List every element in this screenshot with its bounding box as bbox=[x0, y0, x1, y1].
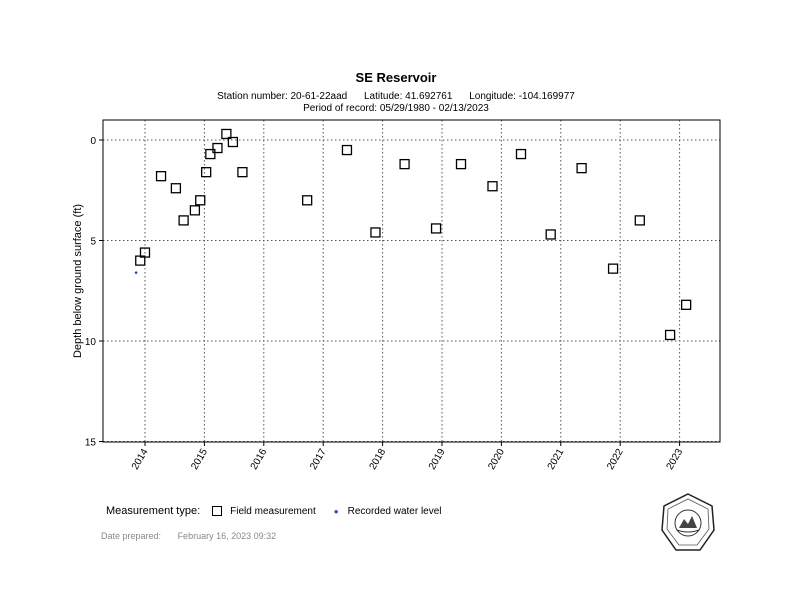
field-measurement-point bbox=[178, 215, 189, 226]
field-measurement-point bbox=[189, 205, 201, 216]
field-measurement-point bbox=[201, 167, 212, 178]
legend-title: Measurement type: bbox=[106, 505, 201, 517]
field-measurement-point bbox=[515, 148, 527, 160]
x-tick-label: 2019 bbox=[427, 447, 448, 472]
field-measurement-point bbox=[370, 227, 381, 238]
recorded-water-level-marker-icon: ● bbox=[333, 506, 339, 516]
date-prepared: Date prepared: February 16, 2023 09:32 bbox=[101, 531, 276, 541]
x-tick-label: 2020 bbox=[486, 447, 507, 472]
x-tick-label: 2018 bbox=[368, 447, 389, 472]
x-tick-label: 2015 bbox=[189, 447, 210, 472]
date-prepared-label: Date prepared: bbox=[101, 531, 162, 541]
x-tick-label: 2023 bbox=[665, 447, 686, 472]
field-measurement-point bbox=[155, 171, 167, 182]
legend-field-label: Field measurement bbox=[230, 505, 316, 517]
y-axis-label: Depth below ground surface (ft) bbox=[72, 204, 84, 358]
y-tick-label: 15 bbox=[85, 438, 97, 449]
x-axis: 2014 2015 2016 2017 2018 2019 2020 2021 2022 2023 bbox=[130, 442, 685, 472]
field-measurement-point bbox=[634, 215, 645, 226]
field-measurement-point bbox=[545, 229, 556, 240]
field-measurement-point bbox=[205, 148, 216, 160]
latitude: Latitude: 41.692761 bbox=[364, 91, 453, 102]
station-info: Station number: 20-61-22aad Latitude: 41… bbox=[0, 91, 792, 102]
y-axis: 0 5 10 15 bbox=[85, 136, 103, 449]
y-tick-label: 5 bbox=[90, 237, 96, 248]
station-number: Station number: 20-61-22aad bbox=[217, 91, 348, 102]
plot-frame bbox=[102, 119, 721, 443]
x-tick-label: 2016 bbox=[249, 447, 270, 472]
x-tick-label: 2022 bbox=[605, 447, 626, 472]
field-measurement-point bbox=[680, 299, 692, 310]
field-measurement-point bbox=[212, 142, 223, 154]
chart-title: SE Reservoir bbox=[355, 70, 437, 85]
legend-recorded-label: Recorded water level bbox=[347, 505, 442, 517]
field-measurement-point bbox=[170, 183, 182, 194]
field-measurement-point bbox=[139, 247, 151, 258]
field-measurement-point bbox=[302, 195, 313, 206]
field-measurement-point bbox=[607, 263, 619, 274]
x-tick-label: 2021 bbox=[546, 447, 567, 472]
y-tick-label: 10 bbox=[85, 337, 97, 348]
state-engineer-seal-logo bbox=[661, 493, 715, 551]
field-measurement-point bbox=[227, 136, 239, 148]
field-measurement-point bbox=[487, 181, 498, 192]
field-measurement-point bbox=[664, 329, 676, 341]
legend: Measurement type: Field measurement ● Re… bbox=[106, 505, 442, 517]
field-measurement-point bbox=[195, 195, 206, 206]
date-prepared-value: February 16, 2023 09:32 bbox=[177, 531, 277, 541]
field-measurement-point bbox=[576, 162, 587, 174]
x-tick-label: 2014 bbox=[130, 447, 151, 472]
recorded-water-level-point bbox=[134, 271, 138, 274]
grid-lines bbox=[103, 120, 720, 442]
field-measurement-point bbox=[430, 223, 442, 234]
y-tick-label: 0 bbox=[90, 136, 96, 147]
field-measurement-point bbox=[455, 158, 467, 170]
field-measurement-marker-icon bbox=[212, 506, 223, 516]
longitude: Longitude: -104.169977 bbox=[469, 91, 575, 102]
field-measurement-point bbox=[237, 167, 248, 178]
data-points bbox=[134, 128, 692, 341]
field-measurement-point bbox=[341, 144, 353, 156]
field-measurement-point bbox=[399, 158, 410, 170]
period-of-record: Period of record: 05/29/1980 - 02/13/202… bbox=[303, 103, 489, 114]
x-tick-label: 2017 bbox=[308, 447, 329, 472]
field-measurement-point bbox=[221, 128, 232, 140]
